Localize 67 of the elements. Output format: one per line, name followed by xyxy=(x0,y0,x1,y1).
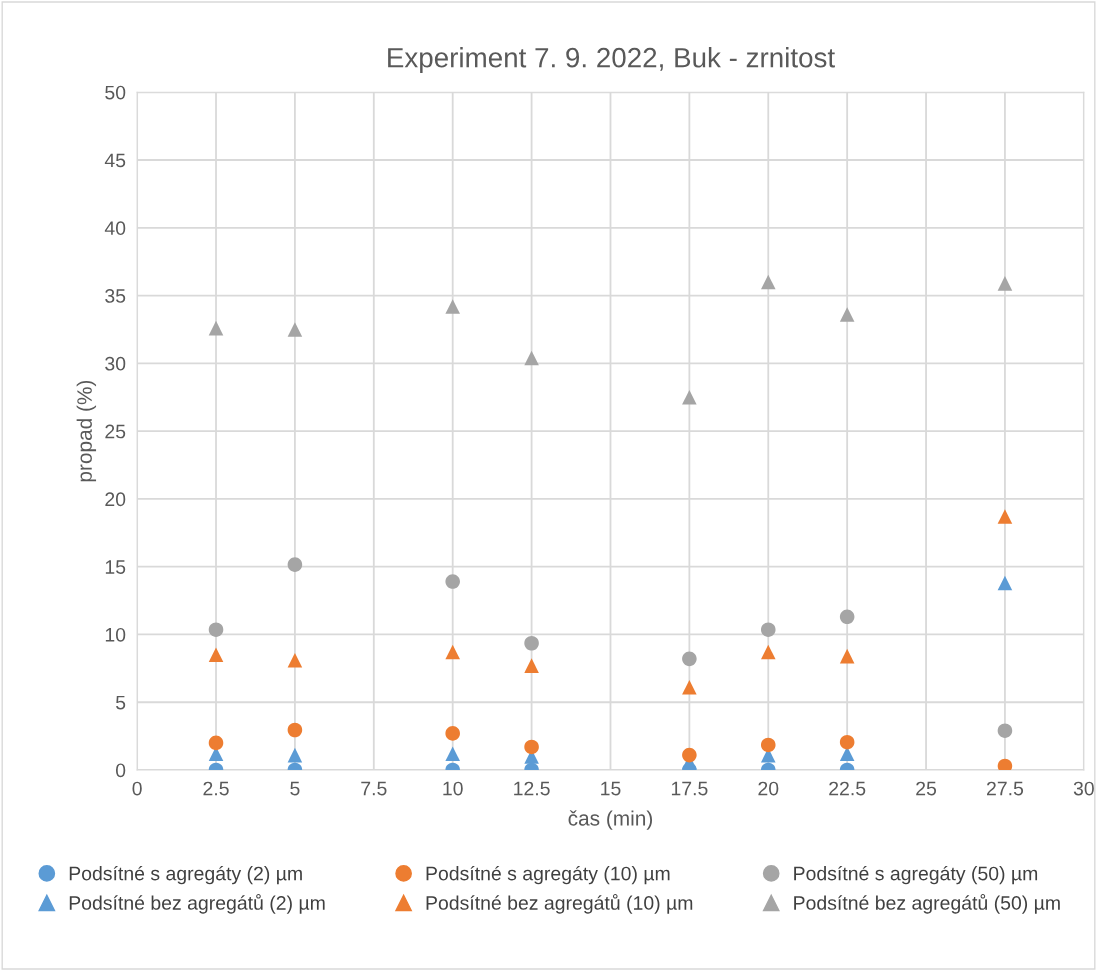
x-tick-label: 15 xyxy=(601,781,621,796)
legend-label: Podsítné bez agregátů (50) µm xyxy=(794,893,1060,914)
y-tick-label: 15 xyxy=(105,560,126,574)
point xyxy=(760,737,776,753)
x-tick-label: 17.5 xyxy=(671,781,708,796)
point xyxy=(445,574,460,589)
x-tick-label: 22.5 xyxy=(829,781,866,796)
point xyxy=(997,723,1013,738)
y-tick-label: 30 xyxy=(105,356,126,371)
point xyxy=(287,322,303,337)
x-tick-label: 0 xyxy=(132,781,142,796)
chart-title: Experiment 7. 9. 2022, Buk - zrnitost xyxy=(388,47,835,74)
x-tick-label: 5 xyxy=(290,781,300,796)
point xyxy=(839,307,855,322)
point xyxy=(287,747,303,763)
y-tick-label: 50 xyxy=(105,85,126,100)
legend-label: Podsítné bez agregátů (10) µm xyxy=(426,893,693,914)
point xyxy=(682,651,697,667)
point xyxy=(760,274,776,290)
x-tick-label: 27.5 xyxy=(987,781,1024,796)
legend-label: Podsítné s agregáty (2) µm xyxy=(69,865,302,885)
point xyxy=(524,635,539,651)
point xyxy=(445,299,460,314)
point xyxy=(208,320,224,336)
x-tick-label: 10 xyxy=(443,781,463,796)
point xyxy=(208,647,224,663)
point xyxy=(997,276,1013,291)
point xyxy=(760,622,776,637)
legend-label: Podsítné s agregáty (50) µm xyxy=(794,865,1038,885)
point xyxy=(287,557,303,572)
x-tick-label: 25 xyxy=(916,781,937,796)
point xyxy=(839,734,855,750)
y-tick-label: 0 xyxy=(115,763,126,778)
point xyxy=(524,350,539,366)
point xyxy=(287,652,303,668)
y-tick-label: 5 xyxy=(115,695,126,710)
x-tick-label: 2.5 xyxy=(203,781,229,796)
point xyxy=(208,622,224,637)
y-tick-label: 40 xyxy=(104,221,126,236)
point xyxy=(445,746,460,762)
point xyxy=(682,389,697,405)
y-tick-label: 20 xyxy=(105,492,126,507)
y-tick-label: 35 xyxy=(105,289,126,303)
y-tick-label: 10 xyxy=(105,627,126,642)
y-tick-label: 45 xyxy=(104,153,126,168)
x-tick-label: 12.5 xyxy=(514,781,550,796)
y-axis-title: propad (%) xyxy=(76,380,97,482)
point xyxy=(997,575,1013,591)
y-tick-label: 25 xyxy=(105,424,126,439)
point xyxy=(524,739,539,755)
x-axis-title: čas (min) xyxy=(568,810,653,830)
x-tick-label: 30 xyxy=(1073,781,1094,796)
point xyxy=(839,609,855,625)
point xyxy=(524,658,539,673)
legend-label: Podsítné bez agregátů (2) µm xyxy=(69,893,325,914)
point xyxy=(445,726,460,741)
point xyxy=(682,747,697,763)
point xyxy=(208,735,224,751)
point xyxy=(287,722,303,738)
x-tick-label: 20 xyxy=(758,781,779,796)
point xyxy=(997,509,1013,524)
point xyxy=(760,644,776,660)
point xyxy=(839,648,855,664)
x-tick-label: 7.5 xyxy=(361,781,387,796)
point xyxy=(682,680,697,695)
point xyxy=(445,644,460,660)
legend-label: Podsítné s agregáty (10) µm xyxy=(426,865,670,885)
